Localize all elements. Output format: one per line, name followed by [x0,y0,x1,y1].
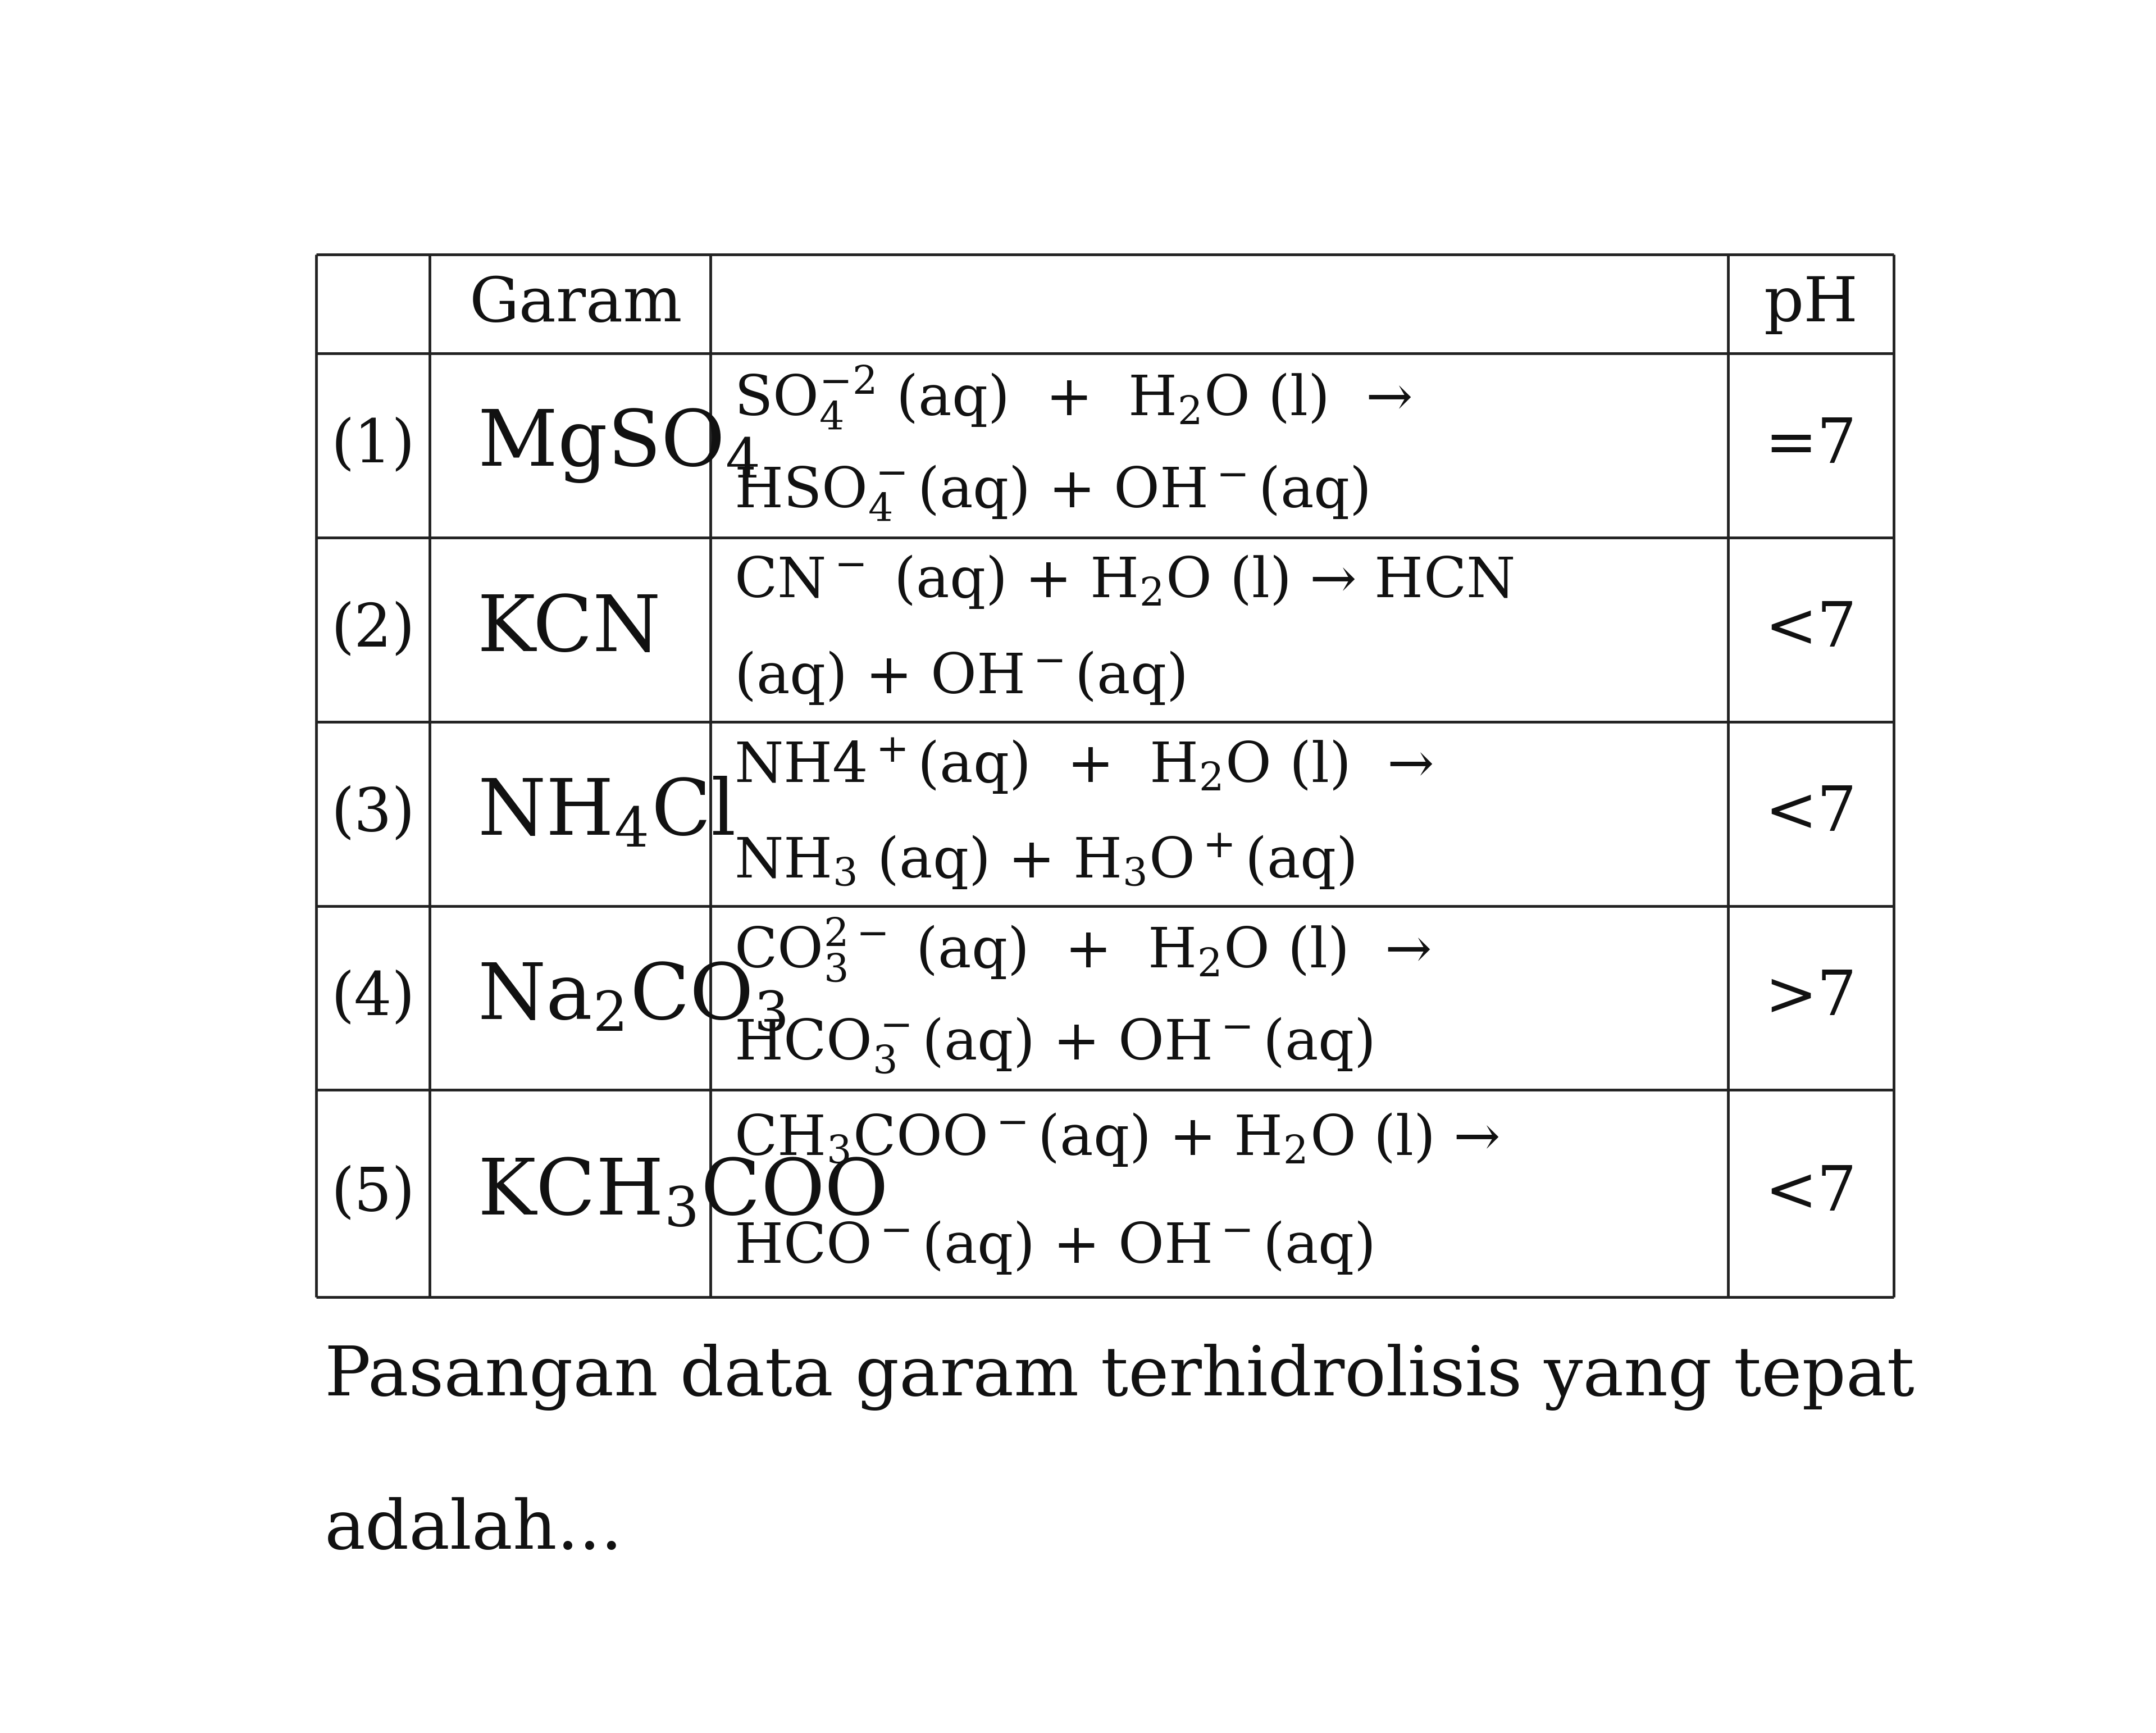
Text: NH$_3$ (aq) + H$_3$O$^+$(aq): NH$_3$ (aq) + H$_3$O$^+$(aq) [735,832,1354,891]
Text: CN$^-$ (aq) + H$_2$O (l) → HCN: CN$^-$ (aq) + H$_2$O (l) → HCN [735,553,1514,610]
Text: <7: <7 [1766,1163,1856,1223]
Text: (2): (2) [332,601,416,659]
Text: MgSO$_4$: MgSO$_4$ [476,407,759,484]
Text: (1): (1) [332,416,416,475]
Text: (5): (5) [332,1165,416,1222]
Text: KCN: KCN [476,593,662,667]
Text: (4): (4) [332,969,416,1028]
Text: Na$_2$CO$_3$: Na$_2$CO$_3$ [476,960,785,1036]
Text: HCO$_3^-$(aq) + OH$^-$(aq): HCO$_3^-$(aq) + OH$^-$(aq) [735,1016,1373,1076]
Text: <7: <7 [1766,783,1856,844]
Text: Garam: Garam [470,274,683,334]
Text: NH$_4$Cl: NH$_4$Cl [476,776,735,851]
Text: Pasangan data garam terhidrolisis yang tepat: Pasangan data garam terhidrolisis yang t… [326,1343,1915,1411]
Text: CO$_3^{2-}$ (aq)  +  H$_2$O (l)  →: CO$_3^{2-}$ (aq) + H$_2$O (l) → [735,917,1432,984]
Text: HCO$^-$(aq) + OH$^-$(aq): HCO$^-$(aq) + OH$^-$(aq) [735,1218,1373,1275]
Bar [317,255,1893,1296]
Text: NH4$^+$(aq)  +  H$_2$O (l)  →: NH4$^+$(aq) + H$_2$O (l) → [735,737,1434,795]
Text: CH$_3$COO$^-$(aq) + H$_2$O (l) →: CH$_3$COO$^-$(aq) + H$_2$O (l) → [735,1111,1501,1168]
Text: >7: >7 [1766,967,1856,1028]
Text: adalah...: adalah... [326,1497,623,1563]
Text: KCH$_3$COO: KCH$_3$COO [476,1156,884,1230]
Text: pH: pH [1764,274,1858,334]
Text: (aq) + OH$^-$(aq): (aq) + OH$^-$(aq) [735,650,1186,705]
Text: HSO$_4^-$(aq) + OH$^-$(aq): HSO$_4^-$(aq) + OH$^-$(aq) [735,464,1369,523]
Text: =7: =7 [1766,416,1856,475]
Text: <7: <7 [1766,600,1856,660]
Text: SO$_4^{-2}$ (aq)  +  H$_2$O (l)  →: SO$_4^{-2}$ (aq) + H$_2$O (l) → [735,364,1412,432]
Text: (3): (3) [332,785,416,842]
